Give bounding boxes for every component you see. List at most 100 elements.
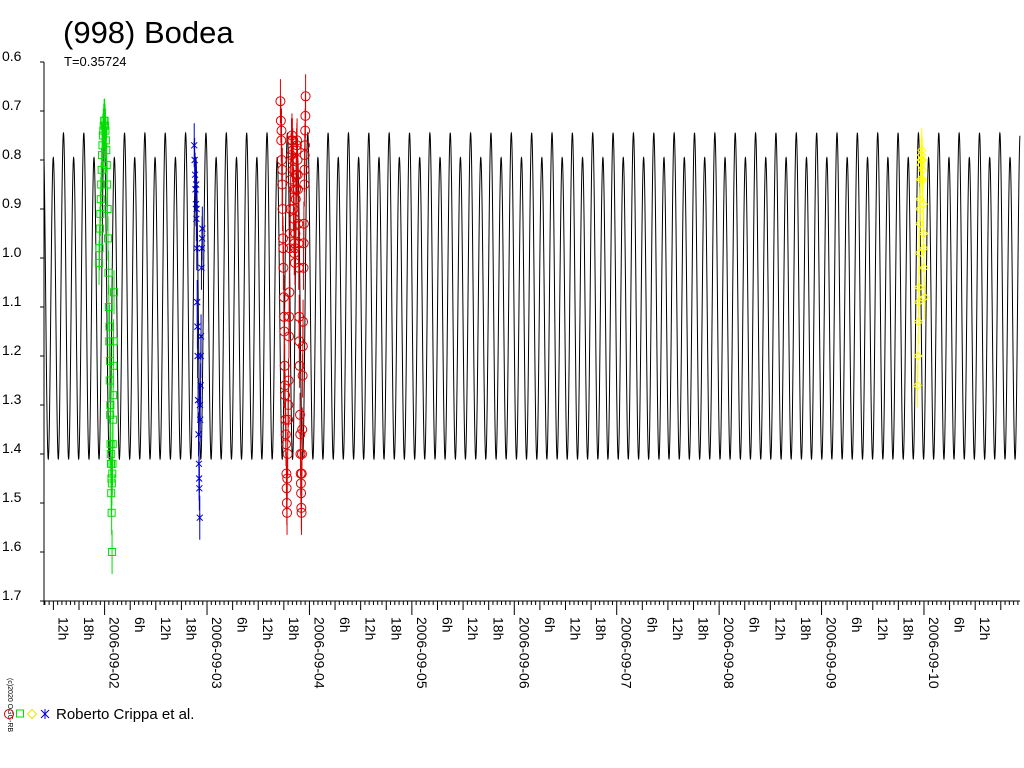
y-tick-label: 1.4 (2, 440, 22, 456)
data-point (277, 204, 288, 214)
x-tick-label: 18h (798, 617, 814, 640)
x-tick-label: 18h (696, 617, 712, 640)
observation-series (95, 74, 930, 575)
data-point (198, 234, 206, 243)
x-tick-label: 6h (952, 617, 968, 633)
model-curve (43, 131, 1021, 461)
data-point (108, 415, 117, 424)
x-tick-label: 12h (875, 617, 891, 640)
x-tick-label: 18h (593, 617, 609, 640)
data-point (276, 125, 287, 136)
x-tick-label: 12h (670, 617, 686, 640)
data-point (282, 507, 293, 518)
y-tick-label: 0.8 (2, 146, 22, 162)
data-point (914, 248, 924, 258)
data-point (294, 336, 305, 347)
data-point (919, 292, 930, 302)
data-point (196, 513, 204, 522)
data-point (108, 548, 117, 556)
x-tick-label: 6h (644, 617, 660, 633)
data-point (104, 303, 113, 311)
x-tick-label: 18h (286, 617, 302, 640)
legend-marker-green-square (16, 709, 24, 718)
y-tick-label: 0.9 (2, 195, 22, 211)
copyright-credit: (c)2020 OGG-RB (6, 678, 13, 732)
series-1 (190, 123, 206, 540)
data-point (197, 352, 205, 360)
data-point (193, 244, 201, 253)
data-point (291, 184, 302, 195)
x-tick-label: 12h (465, 617, 481, 640)
model-lightcurve-line (43, 131, 1021, 461)
x-tick-label: 12h (568, 617, 584, 640)
data-point (292, 169, 303, 180)
data-point (290, 243, 301, 254)
x-tick-label: 2006-09-07 (619, 617, 635, 689)
x-tick-label: 6h (542, 617, 558, 633)
data-point (916, 155, 926, 165)
y-axis: 0.6 0.7 0.8 0.9 1.0 1.1 1.2 1.3 1.4 1.5 1.6 1.7 (2, 48, 45, 605)
legend-label: Roberto Crippa et al. (56, 706, 194, 723)
data-point (194, 352, 201, 360)
data-point (284, 311, 295, 322)
data-point (283, 400, 294, 410)
x-tick-label: 12h (363, 617, 379, 640)
x-tick-label: 6h (235, 617, 251, 633)
data-point (291, 140, 302, 151)
data-point (913, 351, 923, 361)
x-tick-label: 18h (491, 617, 507, 640)
x-tick-label: 2006-09-09 (824, 617, 840, 689)
data-point (299, 140, 310, 151)
x-tick-label: 12h (772, 617, 788, 640)
y-tick-label: 1.5 (2, 489, 22, 505)
x-tick-label: 18h (388, 617, 404, 640)
data-point (193, 205, 200, 213)
legend-marker-blue-star (40, 709, 50, 719)
data-point (104, 268, 113, 277)
data-point (196, 401, 204, 409)
data-point (282, 449, 293, 459)
data-point (913, 316, 924, 327)
x-axis: 12h 18h 2006-09-02 6h 12h 18h 2006-09-03 6h 12h 1… (44, 600, 1020, 689)
x-tick-label: 18h (900, 617, 916, 640)
y-tick-label: 0.6 (2, 48, 22, 64)
x-tick-label: 6h (337, 617, 353, 633)
series-3 (912, 128, 930, 408)
x-tick-label: 2006-09-02 (107, 617, 123, 689)
data-point (293, 238, 304, 249)
data-point (280, 429, 291, 440)
data-point (296, 449, 307, 459)
data-point (108, 459, 117, 468)
data-point (277, 164, 288, 175)
x-tick-label: 2006-09-06 (516, 617, 532, 689)
y-tick-label: 1.0 (2, 244, 22, 260)
data-point (106, 401, 115, 409)
series-2 (275, 74, 311, 535)
data-point (104, 234, 113, 243)
chart-title: (998) Bodea (63, 15, 234, 50)
x-tick-label: 2006-09-04 (311, 617, 327, 689)
data-point (195, 474, 203, 483)
x-tick-label: 2006-09-05 (414, 617, 430, 689)
data-point (106, 450, 115, 458)
data-point (194, 322, 201, 331)
x-tick-label: 2006-09-03 (209, 617, 225, 689)
x-tick-label: 12h (55, 617, 71, 640)
data-point (288, 204, 299, 214)
y-tick-label: 1.1 (2, 293, 22, 309)
data-point (298, 238, 309, 249)
data-point (109, 288, 118, 297)
x-tick-label: 2006-09-08 (721, 617, 737, 689)
legend-marker-red-circle (4, 709, 14, 719)
data-point (279, 311, 290, 322)
data-point (279, 380, 290, 391)
data-point (297, 341, 308, 352)
data-point (197, 381, 204, 390)
data-point (917, 165, 928, 175)
data-point (295, 429, 306, 440)
x-tick-label: 18h (183, 617, 199, 640)
y-tick-label: 0.7 (2, 97, 22, 113)
data-point (107, 489, 116, 498)
data-point (278, 243, 289, 254)
